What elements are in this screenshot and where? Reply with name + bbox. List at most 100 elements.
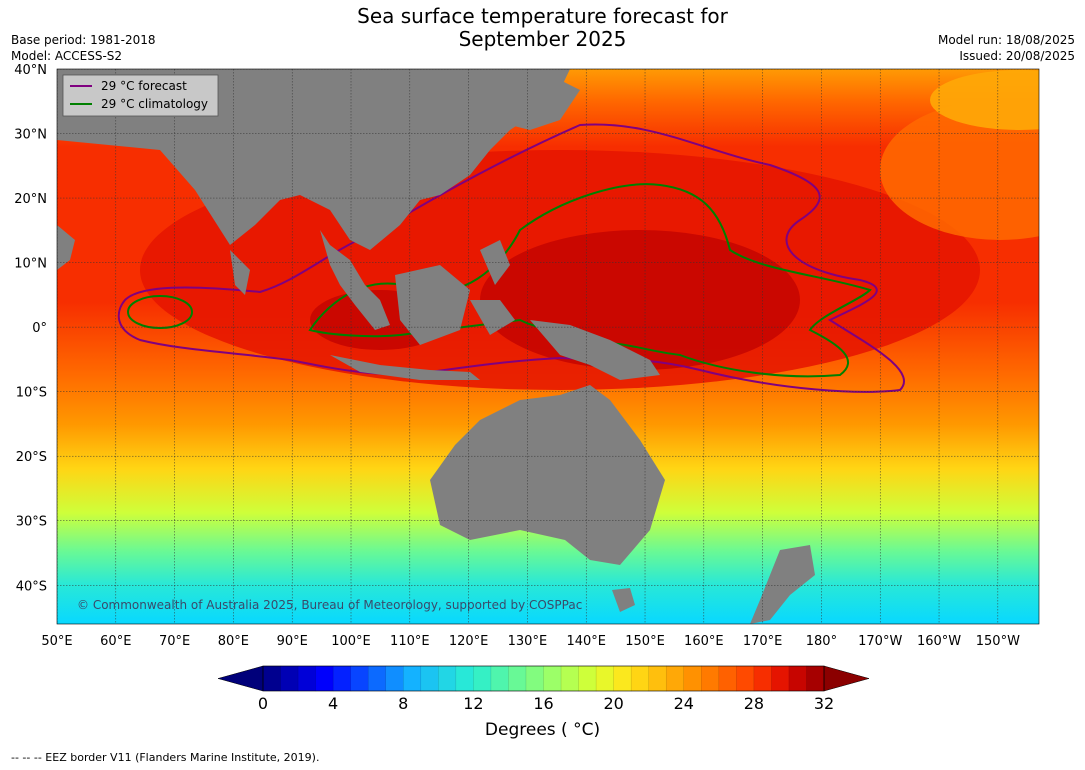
east-pacific-region [880,100,1039,240]
lon-label: 170°W [858,634,902,649]
lon-label: 110°E [390,634,430,649]
lon-label: 80°E [218,634,249,649]
colorbar-swatch [578,665,597,692]
lon-label: 160°W [917,634,961,649]
meta-right: Model run: 18/08/2025 Issued: 20/08/2025 [938,32,1075,64]
map-gridlines [57,69,1039,624]
colorbar-swatch [736,665,755,692]
title-line-2: September 2025 [458,27,627,51]
colorbar-swatch [788,665,808,692]
arabian-peninsula-edge [57,225,75,270]
colorbar-swatch [385,665,404,692]
colorbar-max-extension [823,665,870,692]
colorbar-swatch [262,665,282,692]
legend-forecast-label: 29 °C forecast [101,79,187,93]
colorbar-swatch [332,665,352,692]
map-frame [56,68,1040,625]
model-run: Model run: 18/08/2025 [937,33,1075,47]
lon-label: 140°E [566,634,606,649]
meta-left: Base period: 1981-2018 Model: ACCESS-S2 [11,32,156,64]
borneo [395,265,470,345]
colorbar-swatch [508,665,527,692]
colorbar-tick-label: 0 [258,694,268,713]
colorbar-swatch [753,665,773,692]
lat-label: 10°S [16,386,47,401]
map-field: © Commonwealth of Australia 2025, Bureau… [57,69,1039,624]
colorbar-tick-label: 20 [603,694,623,713]
colorbar-tick-label: 32 [814,694,834,713]
lon-label: 180° [806,634,837,649]
colorbar-tick-label: 28 [744,694,764,713]
new-guinea [530,320,660,380]
colorbar-swatch [367,665,387,692]
lon-label: 120°E [449,634,489,649]
colorbar-swatch [613,665,632,692]
colorbar-swatch [595,665,615,692]
colorbar-swatch [438,665,457,692]
colorbar-swatch [280,665,299,692]
lon-label: 50°E [41,634,72,649]
colorbar-swatch [806,665,825,692]
lat-label: 40°N [14,63,47,78]
colorbar-tick-label: 24 [674,694,694,713]
colorbar-min-extension [217,665,264,692]
lon-label: 90°E [277,634,308,649]
colorbar-swatch [525,665,545,692]
new-zealand [750,545,815,624]
latitude-labels: 40°N 30°N 20°N 10°N 0° 10°S 20°S 30°S 40°S [14,63,47,594]
lat-label: 20°N [14,192,47,207]
legend-climatology-label: 29 °C climatology [101,97,208,111]
colorbar [217,665,870,692]
colorbar-frame [262,665,825,692]
colorbar-units: Degrees ( °C) [484,720,601,740]
sulawesi [470,300,515,335]
base-period: Base period: 1981-2018 [11,33,156,47]
lat-label: 10°N [14,257,47,272]
hot-core-region [480,230,800,370]
colorbar-swatch [350,665,369,692]
colorbar-swatch [771,665,790,692]
copyright-notice: © Commonwealth of Australia 2025, Bureau… [77,598,582,612]
legend-box [62,74,219,117]
colorbar-swatch [297,665,317,692]
colorbar-swatch [490,665,510,692]
lon-label: 60°E [100,634,131,649]
malay-sumatra [320,230,390,330]
lat-label: 20°S [16,450,47,465]
title-line-1: Sea surface temperature forecast for [357,4,728,28]
colorbar-swatch [701,665,720,692]
colorbar-swatch [560,665,580,692]
lon-label: 170°E [743,634,783,649]
tasmania [612,588,635,612]
colorbar-tick-label: 12 [463,694,483,713]
lat-label: 30°S [16,515,47,530]
colorbar-swatch [718,665,738,692]
colorbar-swatch [473,665,492,692]
colorbar-tick-label: 16 [533,694,553,713]
lon-label: 130°E [508,634,548,649]
legend: 29 °C forecast 29 °C climatology [62,74,219,117]
climatology-29c-contour [308,183,872,378]
lat-label: 30°N [14,128,47,143]
model-name: Model: ACCESS-S2 [11,49,123,63]
lat-label: 0° [32,321,47,336]
issued-date: Issued: 20/08/2025 [959,49,1075,63]
footnote-eez: -- -- -- EEZ border V11 (Flanders Marine… [11,751,320,764]
colorbar-swatch [455,665,475,692]
colorbar-swatch [315,665,334,692]
lon-label: 150°E [625,634,665,649]
colorbar-swatch [665,665,685,692]
colorbar-swatch [648,665,667,692]
colorbar-swatch [403,665,422,692]
colorbar-swatch [420,665,440,692]
australia [430,385,665,565]
java-lesser-sunda [330,355,480,380]
lat-label: 40°S [16,579,47,594]
colorbar-tick-label: 8 [398,694,408,713]
colorbar-swatch [630,665,650,692]
lon-label: 100°E [331,634,371,649]
sri-lanka-region [230,250,250,295]
colorbar-ticks: 0 4 8 12 16 20 24 28 32 [258,694,834,713]
longitude-labels: 50°E 60°E 70°E 80°E 90°E 100°E 110°E 120°E 130°E… [41,634,1020,649]
north-pacific-region [930,70,1039,130]
